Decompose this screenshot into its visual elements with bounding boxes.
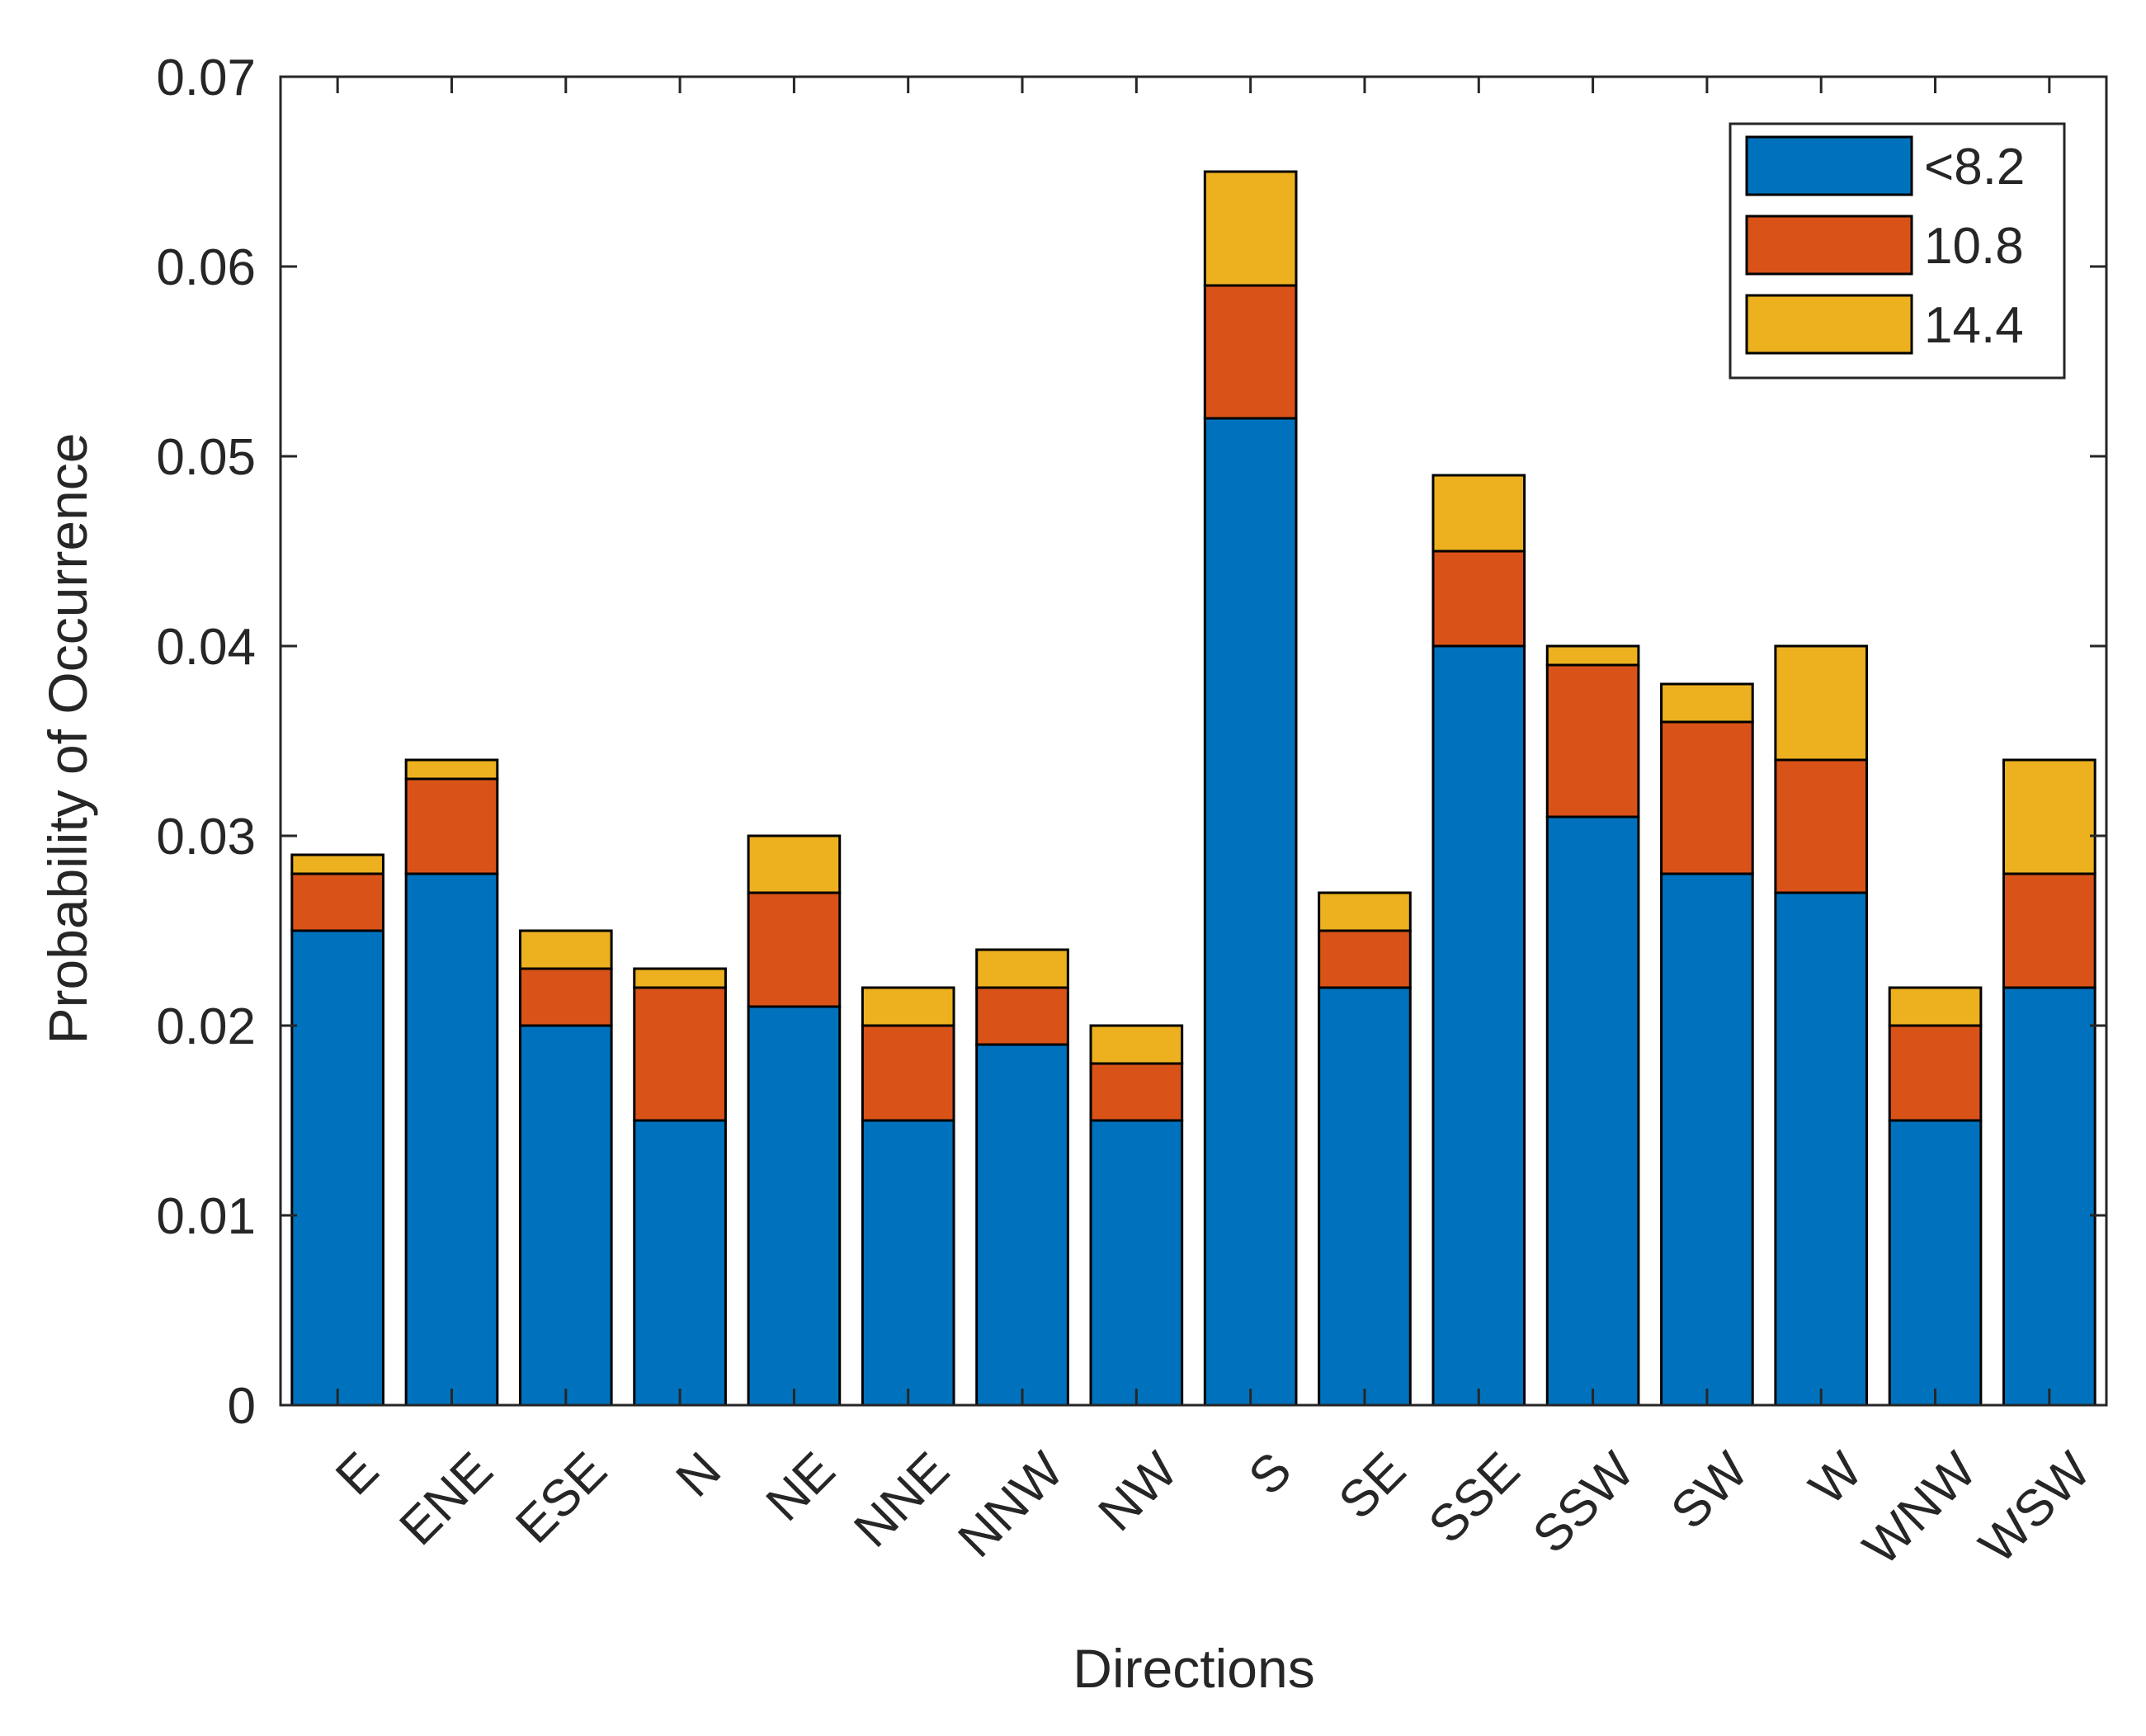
plot-frame	[279, 75, 2108, 1407]
bar-nw-series-1	[1089, 1119, 1184, 1407]
bar-se-series-1	[1318, 986, 1412, 1407]
bar-nne-series-3	[861, 986, 955, 1027]
bar-sw-series-2	[1660, 720, 1754, 875]
bar-wsw-series-1	[2002, 986, 2096, 1407]
bar-sse-series-2	[1431, 550, 1526, 648]
y-tick-label: 0.03	[156, 809, 256, 866]
bar-nw-series-2	[1089, 1062, 1184, 1122]
x-axis-label: Directions	[1073, 1638, 1314, 1699]
bar-sw-series-3	[1660, 682, 1754, 724]
legend-swatch-1	[1745, 135, 1913, 196]
bar-nnw-series-3	[975, 948, 1069, 989]
bar-ese-series-1	[518, 1024, 613, 1407]
y-tick-label: 0	[228, 1378, 256, 1435]
bar-nne-series-2	[861, 1024, 955, 1122]
legend-label-1: <8.2	[1924, 139, 2025, 196]
bar-nne-series-1	[861, 1119, 955, 1407]
bar-e-series-3	[290, 853, 384, 875]
bar-ese-series-2	[518, 967, 613, 1027]
bar-sse-series-3	[1431, 474, 1526, 553]
bar-e-series-2	[290, 872, 384, 932]
bar-wsw-series-2	[2002, 872, 2096, 989]
y-tick-label: 0.07	[156, 50, 256, 106]
bar-ene-series-2	[404, 777, 499, 875]
bar-se-series-2	[1318, 929, 1412, 989]
bar-ese-series-3	[518, 929, 613, 970]
bar-sse-series-1	[1431, 644, 1526, 1407]
bar-wnw-series-1	[1888, 1119, 1983, 1407]
y-tick-label: 0.06	[156, 239, 256, 296]
bar-nnw-series-2	[975, 986, 1069, 1046]
bar-s-series-3	[1203, 170, 1298, 287]
bar-ne-series-2	[747, 891, 842, 1008]
legend-swatch-2	[1745, 215, 1913, 276]
y-axis-label: Probability of Occurrence	[37, 433, 98, 1045]
y-tick-label: 0.05	[156, 429, 256, 486]
bars-layer	[290, 170, 2096, 1407]
bar-wsw-series-3	[2002, 758, 2096, 875]
bar-ssw-series-1	[1545, 815, 1640, 1407]
bar-w-series-3	[1774, 644, 1869, 762]
y-tick-label: 0.04	[156, 619, 256, 676]
legend-label-2: 10.8	[1924, 218, 2024, 275]
bar-s-series-1	[1203, 417, 1298, 1407]
bar-n-series-3	[633, 967, 727, 989]
bar-ssw-series-3	[1545, 644, 1640, 667]
bar-ne-series-3	[747, 834, 842, 894]
bar-ne-series-1	[747, 1005, 842, 1407]
bar-se-series-3	[1318, 891, 1412, 932]
bar-w-series-2	[1774, 758, 1869, 894]
bar-nw-series-3	[1089, 1024, 1184, 1065]
bar-ene-series-3	[404, 758, 499, 781]
bar-ene-series-1	[404, 872, 499, 1407]
bar-nnw-series-1	[975, 1043, 1069, 1407]
bar-w-series-1	[1774, 891, 1869, 1407]
bar-e-series-1	[290, 929, 384, 1407]
bar-s-series-2	[1203, 284, 1298, 420]
bar-n-series-2	[633, 986, 727, 1122]
bar-wnw-series-2	[1888, 1024, 1983, 1122]
bar-ssw-series-2	[1545, 663, 1640, 818]
legend: <8.2 10.8 14.4	[1729, 122, 2066, 380]
y-tick-label: 0.01	[156, 1188, 256, 1245]
bar-n-series-1	[633, 1119, 727, 1407]
legend-label-3: 14.4	[1924, 297, 2024, 354]
y-tick-label: 0.02	[156, 998, 256, 1055]
legend-swatch-3	[1745, 294, 1913, 355]
bar-sw-series-1	[1660, 872, 1754, 1407]
bar-wnw-series-3	[1888, 986, 1983, 1027]
